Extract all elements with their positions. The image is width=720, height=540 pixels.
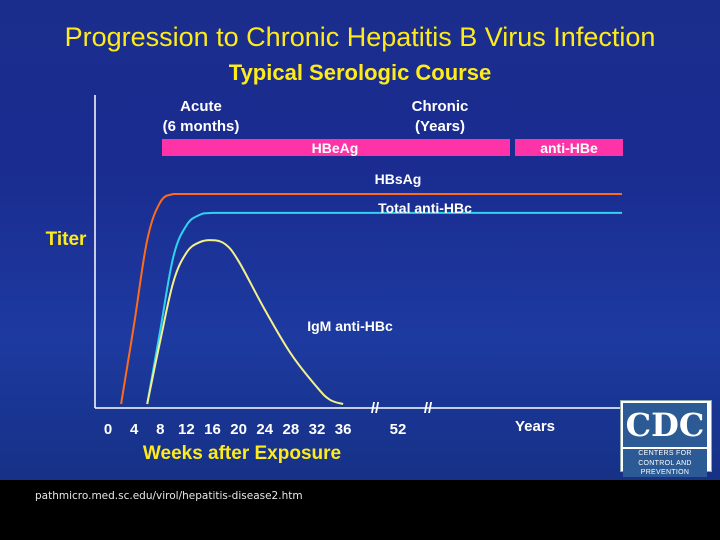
- series-label-hbsag: HBsAg: [375, 171, 422, 187]
- x-tick-label: 32: [309, 421, 326, 438]
- y-axis-label: Titer: [46, 229, 87, 250]
- phase-chronic-label: Chronic: [412, 98, 469, 115]
- x-tick-label: 36: [335, 421, 352, 438]
- hbeag-bar: [162, 139, 510, 156]
- phase-acute-sublabel: (6 months): [163, 118, 240, 135]
- x-tick-label: 24: [256, 421, 273, 438]
- x-tick-label: Years: [515, 418, 555, 435]
- chart: Acute (6 months) Chronic (Years) HBeAg a…: [46, 95, 712, 464]
- series-line-total-anti-hbc: [146, 211, 622, 405]
- anti-hbe-bar-label: anti-HBe: [540, 140, 598, 156]
- x-tick-label: 8: [156, 421, 164, 438]
- slide-subtitle: Typical Serologic Course: [228, 60, 492, 85]
- x-tick-label: 16: [204, 421, 221, 438]
- axis-break-mark-2: //: [424, 400, 433, 417]
- cdc-logo: CDC CENTERS FOR DISEASE CONTROL AND PREV…: [620, 400, 712, 477]
- x-tick-label: 20: [230, 421, 247, 438]
- hbeag-bar-label: HBeAg: [312, 140, 359, 156]
- phase-chronic-sublabel: (Years): [415, 118, 465, 135]
- series-label-total-anti-hbc: Total anti-HBc: [378, 200, 472, 216]
- series-line-hbsag: [120, 192, 622, 405]
- x-tick-label: 0: [104, 421, 112, 438]
- slide: Progression to Chronic Hepatitis B Virus…: [0, 0, 720, 480]
- cdc-logo-text: CDC: [623, 403, 707, 447]
- axis-break-mark-1: //: [371, 400, 380, 417]
- cdc-logo-line2: CONTROL AND PREVENTION: [623, 459, 707, 477]
- phase-acute-label: Acute: [180, 98, 222, 115]
- x-tick-label: 4: [130, 421, 139, 438]
- series-label-igm-anti-hbc: IgM anti-HBc: [307, 318, 393, 334]
- x-tick-label: 28: [282, 421, 299, 438]
- x-tick-label: 12: [178, 421, 195, 438]
- x-tick-label: 52: [390, 421, 407, 438]
- anti-hbe-bar: [515, 139, 623, 156]
- series-line-igm-anti-hbc: [146, 239, 344, 405]
- x-tick-labels: 0 4 8 12 16 20 24 28 32 36 52 Years: [104, 418, 555, 438]
- source-footer: pathmicro.med.sc.edu/virol/hepatitis-dis…: [35, 490, 303, 502]
- x-axis-label: Weeks after Exposure: [143, 443, 341, 464]
- slide-title: Progression to Chronic Hepatitis B Virus…: [64, 22, 656, 52]
